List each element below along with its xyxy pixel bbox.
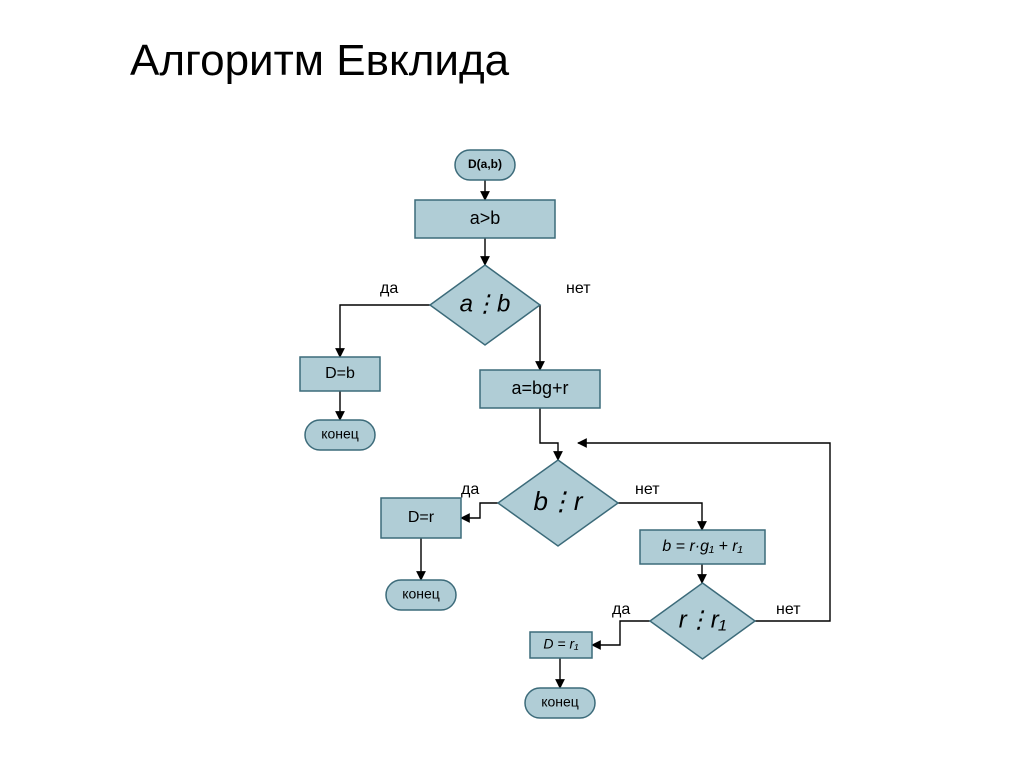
edge-label-dec2-Dr: да [461, 481, 479, 498]
node-label-end3: конец [541, 694, 579, 710]
node-label-dec2: b⋮r [533, 486, 583, 516]
edge-label-dec3-Dr1: да [612, 601, 630, 618]
edge-label-dec3-dec2: нет [776, 601, 801, 618]
node-label-dec1: a⋮b [460, 290, 511, 317]
node-Dr: D=r [381, 498, 461, 538]
node-label-abgr: a=bg+r [511, 378, 568, 398]
edge-label-dec1-abgr: нет [566, 280, 591, 297]
node-label-brgr: b = r·g₁ + r₁ [662, 538, 742, 555]
node-dec3: r⋮r₁ [650, 583, 755, 659]
edge-abgr-dec2 [540, 408, 558, 460]
node-label-end1: конец [321, 426, 359, 442]
node-check: a>b [415, 200, 555, 238]
flowchart-canvas: да нет да нет да нет D(a,b) a>b a⋮b D=b конец a=bg+… [0, 0, 1024, 767]
node-label-Db: D=b [325, 365, 355, 382]
edge-dec1-Db: да [340, 280, 430, 357]
node-end2: конец [386, 580, 456, 610]
node-dec2: b⋮r [498, 460, 618, 546]
node-label-check: a>b [470, 208, 501, 228]
node-label-Dr: D=r [408, 509, 435, 526]
node-Dr1: D = r₁ [530, 632, 592, 658]
node-label-dec3: r⋮r₁ [679, 606, 727, 633]
node-label-end2: конец [402, 586, 440, 602]
node-abgr: a=bg+r [480, 370, 600, 408]
edge-dec3-Dr1: да [592, 601, 650, 645]
edge-dec2-brgr: нет [618, 481, 702, 530]
node-label-start: D(a,b) [468, 157, 502, 171]
node-brgr: b = r·g₁ + r₁ [640, 530, 765, 564]
page-title: Алгоритм Евклида [130, 36, 509, 86]
edge-label-dec1-Db: да [380, 280, 398, 297]
node-dec1: a⋮b [430, 265, 540, 345]
node-end3: конец [525, 688, 595, 718]
edge-dec2-Dr: да [461, 481, 498, 518]
node-label-Dr1: D = r₁ [543, 636, 579, 652]
node-end1: конец [305, 420, 375, 450]
node-Db: D=b [300, 357, 380, 391]
edge-dec1-abgr: нет [540, 280, 591, 370]
edge-label-dec2-brgr: нет [635, 481, 660, 498]
node-start: D(a,b) [455, 150, 515, 180]
